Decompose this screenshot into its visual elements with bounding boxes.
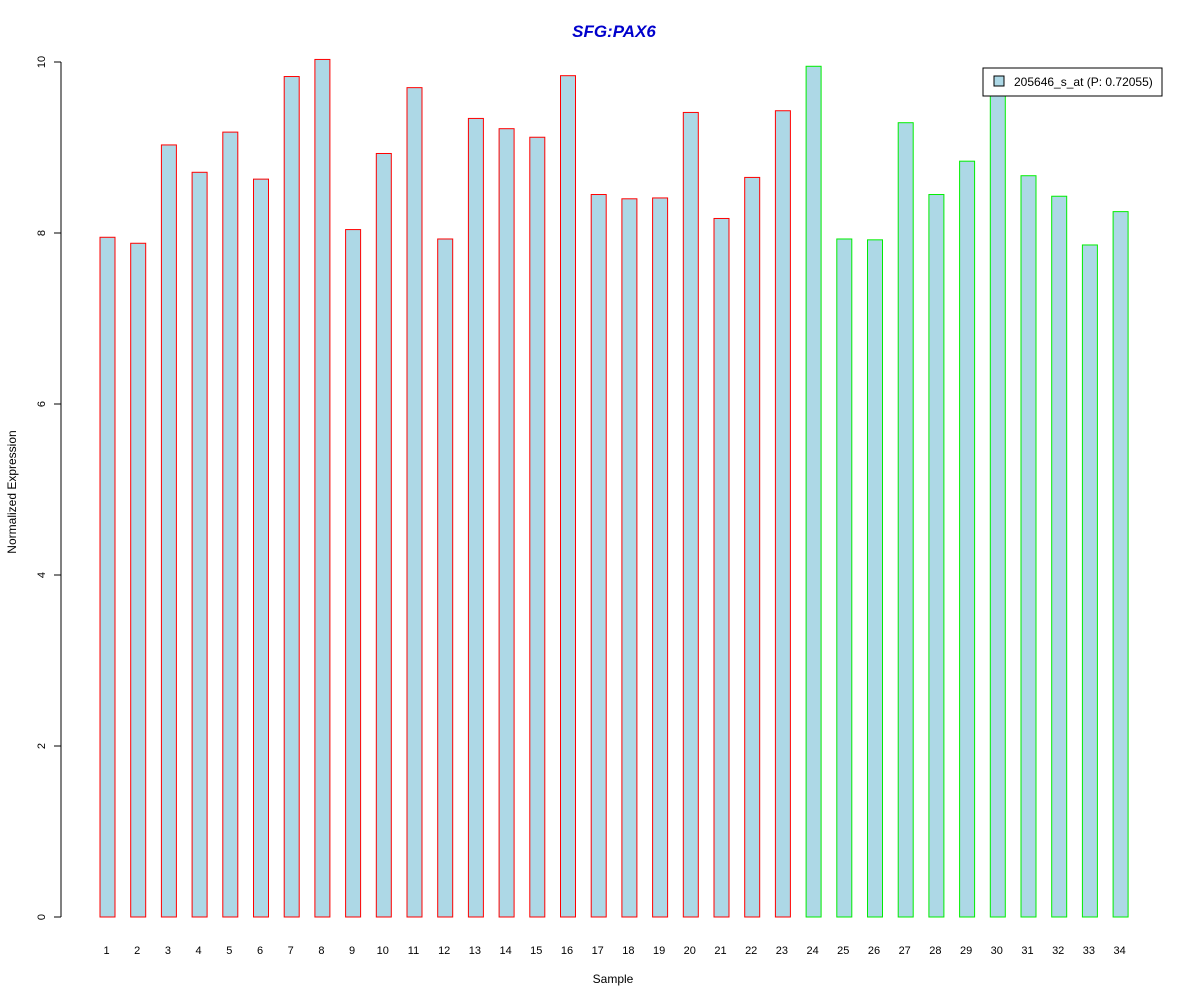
- y-tick-label: 10: [36, 56, 48, 68]
- bar-sample-12: [437, 238, 454, 918]
- x-tick-label: 10: [377, 945, 389, 957]
- bar-sample-1: [99, 236, 116, 918]
- x-tick-label: 21: [714, 945, 726, 957]
- bar-sample-17: [590, 194, 607, 918]
- bar-sample-7: [283, 76, 300, 918]
- x-tick-label: 3: [165, 945, 171, 957]
- x-tick-label: 27: [899, 945, 911, 957]
- x-tick-label: 26: [868, 945, 880, 957]
- bar-sample-19: [652, 197, 669, 918]
- bar-sample-30: [989, 91, 1006, 918]
- y-tick-label: 8: [36, 230, 48, 236]
- x-tick-label: 24: [806, 945, 818, 957]
- y-tick-label: 0: [36, 914, 48, 920]
- bar-sample-23: [774, 110, 791, 918]
- x-tick-label: 8: [318, 945, 324, 957]
- x-tick-label: 11: [408, 945, 419, 957]
- bar-sample-29: [959, 160, 976, 918]
- x-axis-label: Sample: [593, 972, 634, 986]
- x-tick-label: 15: [530, 945, 542, 957]
- x-tick-label: 34: [1113, 945, 1125, 957]
- x-tick-label: 1: [103, 945, 109, 957]
- bar-sample-10: [375, 152, 392, 918]
- bar-sample-20: [682, 111, 699, 918]
- x-tick-label: 19: [653, 945, 665, 957]
- bar-sample-34: [1112, 211, 1129, 918]
- y-axis-label: Normalized Expression: [5, 430, 19, 553]
- x-tick-label: 7: [288, 945, 294, 957]
- bar-sample-16: [560, 75, 576, 918]
- x-tick-label: 4: [196, 945, 202, 957]
- y-tick-label: 2: [36, 743, 48, 749]
- bar-sample-31: [1020, 175, 1037, 918]
- y-tick-label: 4: [36, 572, 48, 578]
- x-tick-label: 32: [1052, 945, 1064, 957]
- x-tick-label: 16: [561, 945, 573, 957]
- x-tick-label: 5: [226, 945, 232, 957]
- legend: 205646_s_at (P: 0.72055): [982, 67, 1163, 97]
- bar-sample-4: [191, 171, 208, 918]
- bar-sample-32: [1051, 195, 1068, 918]
- x-tick-label: 6: [257, 945, 263, 957]
- x-tick-label: 33: [1083, 945, 1095, 957]
- x-tick-label: 23: [776, 945, 788, 957]
- x-tick-label: 2: [134, 945, 140, 957]
- bar-sample-5: [222, 131, 239, 918]
- x-tick-label: 20: [684, 945, 696, 957]
- bar-sample-6: [253, 178, 269, 918]
- bar-sample-3: [160, 144, 177, 918]
- x-tick-label: 14: [499, 945, 511, 957]
- bar-sample-15: [529, 136, 546, 918]
- legend-swatch: [993, 75, 1005, 87]
- bar-sample-27: [897, 122, 914, 918]
- bar-sample-25: [836, 238, 853, 918]
- x-tick-label: 18: [622, 945, 634, 957]
- x-tick-label: 9: [349, 945, 355, 957]
- bar-sample-33: [1081, 244, 1098, 918]
- bar-sample-28: [928, 194, 945, 918]
- legend-box: [982, 67, 1163, 97]
- x-tick-label: 12: [438, 945, 450, 957]
- bar-sample-26: [867, 239, 883, 918]
- bar-sample-9: [345, 229, 362, 918]
- bar-sample-24: [805, 65, 822, 918]
- legend-entry-label: 205646_s_at (P: 0.72055): [1014, 75, 1153, 89]
- bar-sample-18: [621, 198, 638, 918]
- y-axis: 0 2 4 6 8 10: [36, 56, 62, 920]
- x-tick-label: 17: [592, 945, 604, 957]
- bar-sample-8: [314, 58, 331, 918]
- x-tick-label: 22: [745, 945, 757, 957]
- x-tick-label: 30: [991, 945, 1003, 957]
- x-tick-label: 28: [929, 945, 941, 957]
- chart-title: SFG:PAX6: [572, 22, 656, 41]
- bar-sample-22: [744, 176, 761, 918]
- x-tick-label: 31: [1021, 945, 1033, 957]
- bar-sample-2: [130, 242, 147, 918]
- x-tick-label: 29: [960, 945, 972, 957]
- x-tick-labels: 1 2 3 4 5 6 7 8 9 10 11 12 13 14 15 16 17 18 19 20 21 22 23 24 2…: [103, 945, 1125, 957]
- bar-sample-14: [498, 128, 515, 918]
- x-tick-label: 13: [469, 945, 481, 957]
- y-tick-label: 6: [36, 401, 48, 407]
- bar-sample-21: [713, 217, 730, 918]
- bar-sample-13: [467, 117, 484, 918]
- bars-group: [99, 58, 1129, 918]
- x-tick-label: 25: [837, 945, 849, 957]
- bar-sample-11: [406, 87, 423, 918]
